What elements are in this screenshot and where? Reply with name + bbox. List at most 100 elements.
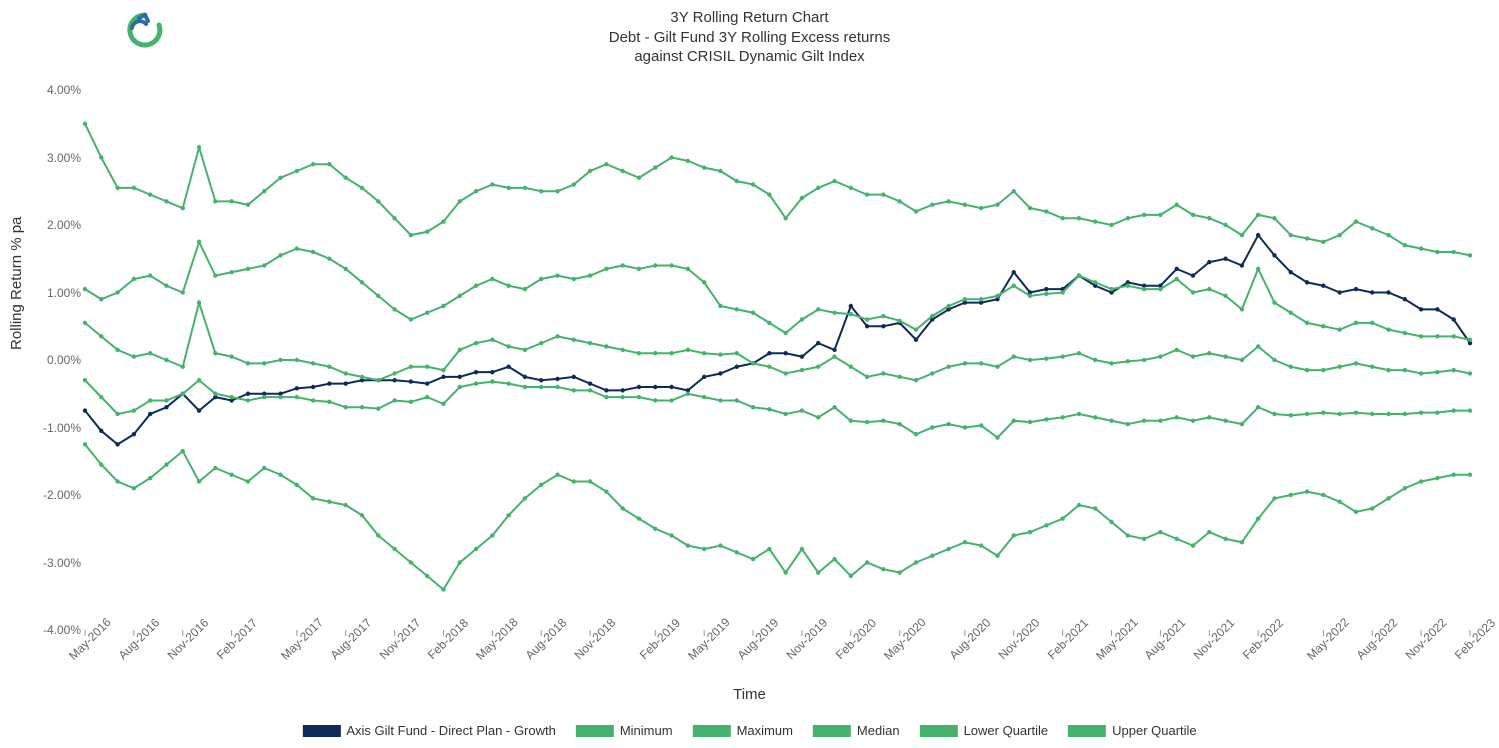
series-marker (1289, 270, 1293, 274)
series-marker (539, 378, 543, 382)
series-marker (523, 287, 527, 291)
series-marker (490, 370, 494, 374)
series-marker (946, 547, 950, 551)
series-line (85, 242, 1470, 340)
series-marker (1191, 273, 1195, 277)
series-line (85, 235, 1470, 444)
series-marker (262, 263, 266, 267)
series-marker (555, 473, 559, 477)
series-marker (409, 379, 413, 383)
series-marker (555, 189, 559, 193)
series-marker (735, 550, 739, 554)
series-marker (327, 381, 331, 385)
series-marker (930, 314, 934, 318)
series-marker (376, 199, 380, 203)
series-marker (1207, 415, 1211, 419)
series-marker (360, 186, 364, 190)
series-marker (783, 216, 787, 220)
series-marker (751, 311, 755, 315)
series-marker (1435, 250, 1439, 254)
series-marker (1337, 365, 1341, 369)
series-marker (164, 462, 168, 466)
series-marker (262, 395, 266, 399)
series-marker (1109, 520, 1113, 524)
brand-logo (120, 10, 170, 50)
series-marker (539, 189, 543, 193)
series-marker (898, 319, 902, 323)
legend-item: Upper Quartile (1068, 723, 1197, 738)
series-marker (311, 250, 315, 254)
series-marker (392, 216, 396, 220)
series-marker (523, 385, 527, 389)
series-marker (1126, 284, 1130, 288)
series-marker (783, 570, 787, 574)
series-marker (229, 354, 233, 358)
series-marker (441, 304, 445, 308)
series-marker (213, 392, 217, 396)
series-marker (327, 257, 331, 261)
series-marker (1093, 415, 1097, 419)
series-marker (604, 395, 608, 399)
series-marker (1142, 213, 1146, 217)
y-tick-label: 0.00% (47, 353, 81, 367)
series-marker (914, 378, 918, 382)
series-marker (1435, 307, 1439, 311)
series-marker (1354, 321, 1358, 325)
series-marker (572, 479, 576, 483)
series-marker (849, 312, 853, 316)
series-marker (555, 385, 559, 389)
series-marker (963, 425, 967, 429)
series-marker (148, 476, 152, 480)
legend-label: Maximum (737, 723, 793, 738)
series-marker (1354, 287, 1358, 291)
series-marker (865, 324, 869, 328)
series-marker (1386, 412, 1390, 416)
series-marker (718, 169, 722, 173)
series-marker (1337, 327, 1341, 331)
series-marker (115, 186, 119, 190)
series-marker (653, 398, 657, 402)
series-marker (1093, 506, 1097, 510)
series-marker (865, 317, 869, 321)
series-marker (1240, 307, 1244, 311)
series-marker (1256, 344, 1260, 348)
series-marker (360, 513, 364, 517)
series-marker (1158, 213, 1162, 217)
series-marker (637, 385, 641, 389)
series-marker (1305, 412, 1309, 416)
series-marker (735, 179, 739, 183)
series-marker (572, 338, 576, 342)
series-marker (881, 192, 885, 196)
series-marker (930, 203, 934, 207)
series-marker (1337, 290, 1341, 294)
series-marker (751, 361, 755, 365)
y-tick-label: 4.00% (47, 83, 81, 97)
series-marker (621, 169, 625, 173)
series-marker (132, 354, 136, 358)
series-marker (881, 314, 885, 318)
series-marker (295, 483, 299, 487)
series-marker (1321, 368, 1325, 372)
series-marker (1077, 273, 1081, 277)
series-marker (1435, 410, 1439, 414)
series-marker (1370, 321, 1374, 325)
series-line (85, 303, 1470, 381)
series-marker (1175, 537, 1179, 541)
series-marker (392, 547, 396, 551)
series-marker (1272, 216, 1276, 220)
series-marker (865, 420, 869, 424)
series-marker (99, 429, 103, 433)
series-marker (539, 341, 543, 345)
series-marker (767, 321, 771, 325)
series-marker (702, 375, 706, 379)
series-marker (995, 554, 999, 558)
series-marker (539, 385, 543, 389)
series-marker (1223, 354, 1227, 358)
series-marker (441, 219, 445, 223)
series-marker (653, 263, 657, 267)
series-marker (409, 560, 413, 564)
series-marker (1272, 496, 1276, 500)
series-marker (1452, 317, 1456, 321)
legend-label: Lower Quartile (964, 723, 1049, 738)
series-marker (1321, 493, 1325, 497)
